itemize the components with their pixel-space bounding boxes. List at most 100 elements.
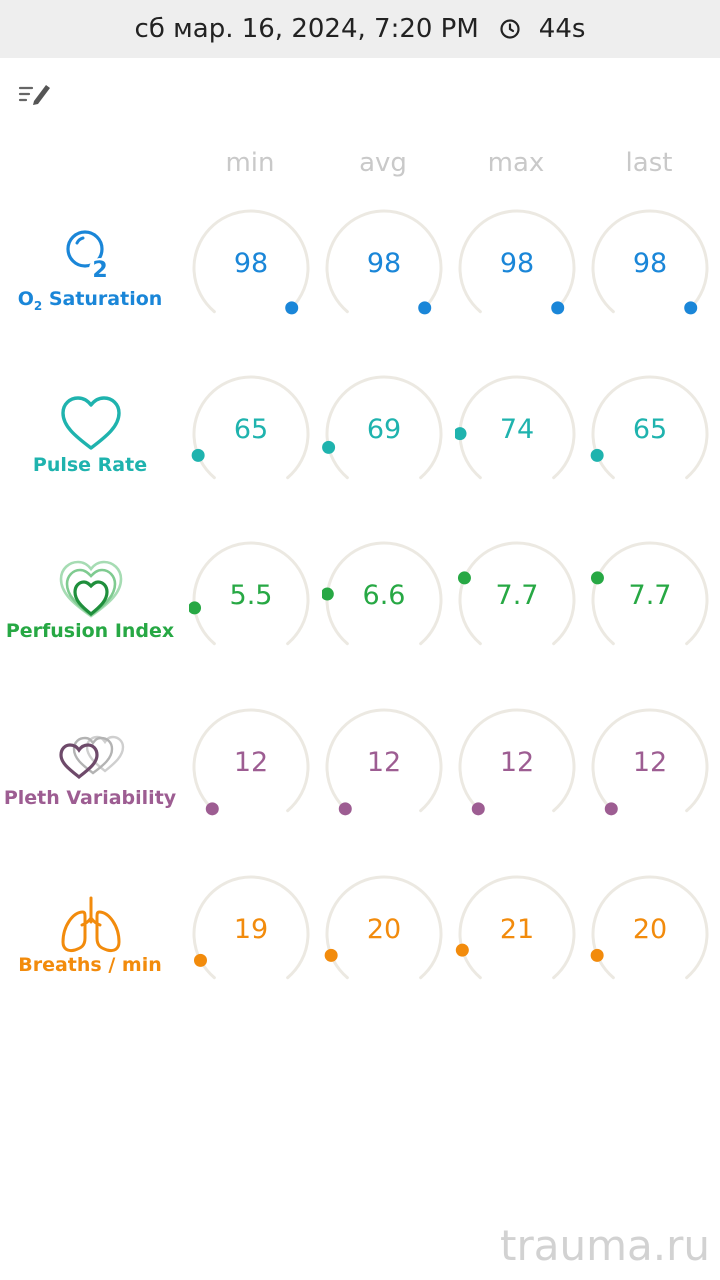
metric-label: Perfusion Index [5, 620, 175, 642]
metric-row-pulse-rate: Pulse Rate 65 69 74 65 [0, 372, 720, 522]
gauge-max[interactable]: 98 [455, 206, 579, 330]
gauge-value: 74 [499, 414, 535, 445]
gauge-avg[interactable]: 20 [322, 872, 446, 996]
gauge-indicator-dot [338, 802, 352, 816]
gauge-indicator-dot [205, 802, 219, 816]
gauge-indicator-dot [590, 948, 604, 962]
gauge-min[interactable]: 5.5 [189, 538, 313, 662]
gauge-track [458, 875, 576, 980]
gauge-value: 19 [233, 914, 269, 945]
gauge-indicator-dot [322, 440, 336, 454]
gauge-max[interactable]: 7.7 [455, 538, 579, 662]
gauge-track [325, 541, 443, 646]
gauge-max[interactable]: 12 [455, 705, 579, 829]
gauge-value: 98 [233, 248, 269, 279]
datetime-text: сб мар. 16, 2024, 7:20 PM [134, 14, 479, 44]
gauge-min[interactable]: 12 [189, 705, 313, 829]
gauge-indicator-dot [684, 301, 698, 315]
metric-label: Pleth Variability [3, 787, 177, 809]
clock-icon [500, 19, 520, 39]
gauge-track [325, 708, 443, 813]
gauge-track [591, 708, 709, 813]
lungs-icon [61, 896, 121, 953]
gauge-track [192, 209, 310, 314]
gauge-value: 5.5 [229, 580, 273, 611]
gauge-indicator-dot [471, 802, 485, 816]
pleth-hearts-icon [59, 735, 125, 780]
gauge-track [591, 875, 709, 980]
gauge-indicator-dot [551, 301, 565, 315]
gauge-value: 7.7 [495, 580, 539, 611]
gauge-value: 98 [632, 248, 668, 279]
gauge-last[interactable]: 98 [588, 206, 712, 330]
gauge-indicator-dot [189, 601, 202, 615]
gauge-track [591, 375, 709, 480]
perfusion-hearts-icon [59, 560, 123, 618]
column-header-min: min [225, 148, 275, 178]
gauge-value: 12 [499, 747, 535, 778]
gauge-avg[interactable]: 98 [322, 206, 446, 330]
gauge-indicator-dot [457, 571, 471, 585]
column-header-max: max [487, 148, 545, 178]
column-header-last: last [625, 148, 673, 178]
gauge-avg[interactable]: 69 [322, 372, 446, 496]
svg-text:2: 2 [92, 258, 107, 283]
gauge-indicator-dot [193, 953, 207, 967]
gauge-value: 6.6 [362, 580, 406, 611]
gauge-avg[interactable]: 6.6 [322, 538, 446, 662]
gauge-value: 7.7 [628, 580, 672, 611]
gauge-value: 20 [366, 914, 402, 945]
gauge-value: 98 [366, 248, 402, 279]
gauge-min[interactable]: 98 [189, 206, 313, 330]
gauge-avg[interactable]: 12 [322, 705, 446, 829]
gauge-track [192, 375, 310, 480]
metric-label: O2 Saturation [17, 288, 163, 313]
gauge-track [458, 541, 576, 646]
gauge-value: 65 [233, 414, 269, 445]
gauge-indicator-dot [604, 802, 618, 816]
gauge-value: 98 [499, 248, 535, 279]
gauge-track [458, 209, 576, 314]
status-bar: сб мар. 16, 2024, 7:20 PM 44s [0, 0, 720, 58]
gauge-value: 12 [366, 747, 402, 778]
gauge-min[interactable]: 19 [189, 872, 313, 996]
duration-text: 44s [538, 14, 586, 44]
watermark-text: trauma.ru [500, 1221, 710, 1270]
metric-row-breaths-per-min: Breaths / min 19 20 21 20 [0, 872, 720, 1022]
gauge-max[interactable]: 21 [455, 872, 579, 996]
gauge-track [458, 708, 576, 813]
gauge-indicator-dot [191, 448, 205, 462]
metric-row-perfusion-index: Perfusion Index 5.5 6.6 7.7 7.7 [0, 538, 720, 688]
gauge-min[interactable]: 65 [189, 372, 313, 496]
gauge-value: 65 [632, 414, 668, 445]
gauge-last[interactable]: 65 [588, 372, 712, 496]
metric-label: Breaths / min [18, 954, 162, 976]
gauge-indicator-dot [590, 448, 604, 462]
gauge-track [325, 875, 443, 980]
column-header-avg: avg [359, 148, 407, 178]
gauge-indicator-dot [418, 301, 432, 315]
gauge-last[interactable]: 7.7 [588, 538, 712, 662]
gauge-last[interactable]: 12 [588, 705, 712, 829]
gauge-last[interactable]: 20 [588, 872, 712, 996]
gauge-indicator-dot [590, 571, 604, 585]
gauge-track [325, 209, 443, 314]
gauge-indicator-dot [455, 943, 469, 957]
gauge-max[interactable]: 74 [455, 372, 579, 496]
heart-icon [61, 396, 121, 450]
gauge-value: 12 [632, 747, 668, 778]
edit-list-icon[interactable] [16, 78, 56, 110]
gauge-track [192, 875, 310, 980]
metric-row-pleth-variability: Pleth Variability 12 12 12 12 [0, 705, 720, 855]
gauge-track [591, 209, 709, 314]
gauge-track [591, 541, 709, 646]
gauge-value: 20 [632, 914, 668, 945]
gauge-indicator-dot [285, 301, 299, 315]
gauge-indicator-dot [324, 948, 338, 962]
metric-label: Pulse Rate [32, 454, 148, 476]
o2-icon: 2 [66, 230, 111, 283]
gauge-track [192, 708, 310, 813]
gauge-indicator-dot [455, 427, 467, 441]
gauge-track [458, 375, 576, 480]
gauge-indicator-dot [322, 587, 334, 601]
